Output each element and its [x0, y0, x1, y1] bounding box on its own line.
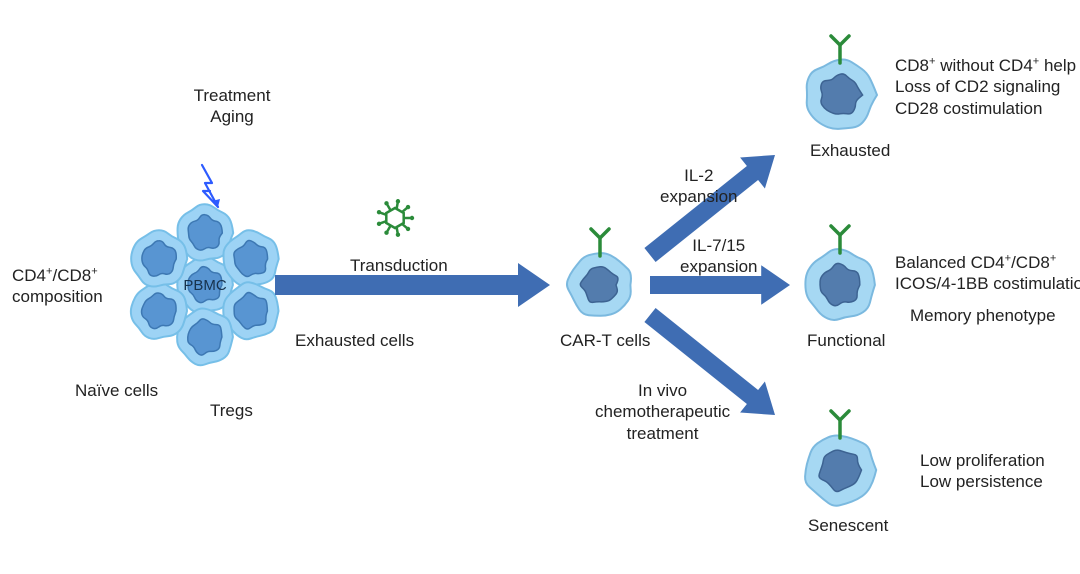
virus-icon [377, 199, 414, 237]
outcome-desc-senescent: Low proliferationLow persistence [920, 450, 1045, 493]
pbmc-cell [131, 283, 187, 339]
outcome-desc2-functional: Memory phenotype [910, 305, 1056, 326]
path-label-functional: IL-7/15expansion [680, 235, 758, 278]
pbmc-center-label: PBMC [183, 277, 227, 294]
exhausted-cells-label: Exhausted cells [295, 330, 414, 351]
outcome-name-functional: Functional [807, 330, 885, 351]
naive-label: Naïve cells [75, 380, 158, 401]
outcome-cell-senescent [805, 436, 876, 506]
factors-label: TreatmentAging [172, 85, 292, 128]
outcome-desc-exhausted: CD8+ without CD4+ helpLoss of CD2 signal… [895, 55, 1076, 119]
tregs-label: Tregs [210, 400, 253, 421]
outcome-desc-functional: Balanced CD4+/CD8+ICOS/4-1BB costimulati… [895, 252, 1080, 295]
outcome-cell-functional [805, 249, 875, 320]
car-receptor-icon [831, 411, 849, 438]
composition-label: CD4+/CD8+composition [12, 265, 103, 308]
cart-cell [567, 253, 631, 316]
outcome-name-exhausted: Exhausted [810, 140, 890, 161]
outcome-name-senescent: Senescent [808, 515, 888, 536]
car-receptor-icon [591, 229, 609, 256]
path-label-exhausted: IL-2expansion [660, 165, 738, 208]
outcome-cell-exhausted [807, 60, 877, 129]
cart-cells-label: CAR-T cells [560, 330, 650, 351]
pbmc-cell [131, 230, 187, 286]
path-label-senescent: In vivochemotherapeutictreatment [595, 380, 730, 444]
transduction-label: Transduction [350, 255, 448, 276]
